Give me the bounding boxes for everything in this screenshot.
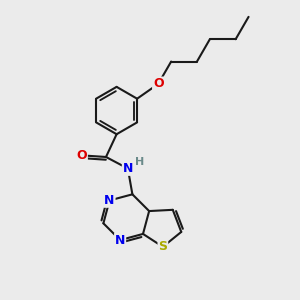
Text: O: O [153, 77, 164, 90]
Text: N: N [104, 194, 115, 207]
Text: H: H [135, 157, 144, 167]
Text: N: N [115, 234, 125, 247]
Text: O: O [76, 149, 87, 162]
Text: N: N [123, 162, 133, 175]
Text: S: S [158, 240, 167, 253]
